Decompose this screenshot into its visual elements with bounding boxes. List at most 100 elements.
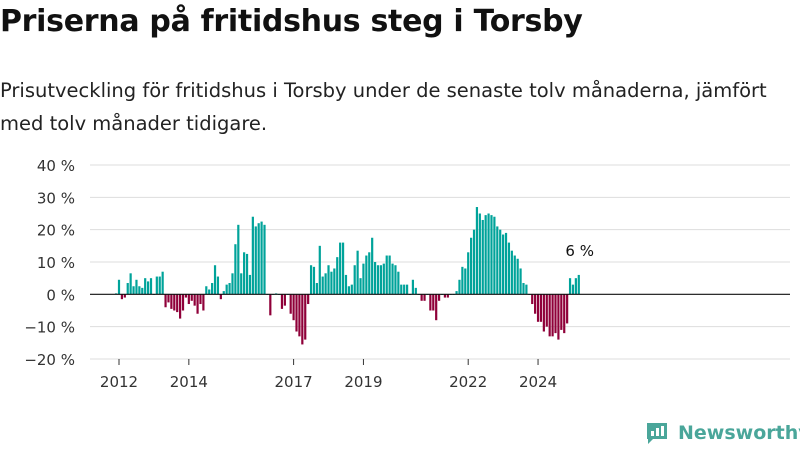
bar	[563, 294, 566, 334]
bar	[435, 294, 438, 321]
bar	[132, 286, 135, 295]
bar	[353, 265, 356, 295]
bar	[147, 281, 150, 295]
bar	[516, 258, 519, 295]
bar	[309, 265, 313, 295]
x-tick-label: 2022	[449, 373, 487, 391]
bar	[531, 294, 534, 305]
bar	[199, 294, 202, 305]
bar	[470, 237, 473, 295]
bar	[231, 273, 234, 295]
bar	[208, 289, 211, 295]
y-axis-ticks: −20 % −10 % 0 % 10 % 20 % 30 % 40 %	[24, 157, 75, 369]
bar	[557, 294, 560, 340]
bar	[304, 294, 307, 340]
bar	[391, 263, 394, 295]
bar	[513, 255, 516, 295]
bar	[577, 274, 580, 295]
y-tick-label: 20 %	[37, 222, 75, 240]
bar	[411, 279, 415, 295]
newsworthy-logo-icon	[647, 423, 667, 444]
bar	[472, 229, 476, 295]
bar	[536, 294, 540, 322]
bar	[522, 283, 525, 295]
x-tick-label: 2019	[344, 373, 382, 391]
bar	[548, 294, 551, 337]
bar	[376, 265, 380, 295]
bar	[464, 268, 467, 295]
bar	[269, 294, 272, 316]
bar	[344, 274, 348, 295]
bar	[394, 265, 397, 295]
bar	[504, 232, 508, 295]
brand-name: Newsworthy	[678, 422, 800, 444]
bar	[327, 265, 330, 295]
bar	[237, 224, 240, 295]
bar	[292, 294, 295, 321]
bar	[458, 279, 461, 295]
x-axis-ticks: 2012 2014 2017 2019 2022 2024	[100, 359, 557, 391]
bar	[243, 252, 246, 295]
bar	[179, 294, 182, 319]
bar	[213, 265, 217, 295]
bar	[167, 294, 170, 303]
bar	[481, 219, 484, 295]
bar	[336, 257, 339, 295]
bar	[551, 294, 554, 337]
bar	[443, 294, 447, 298]
bar	[371, 237, 374, 295]
bar	[455, 291, 458, 295]
bar	[135, 279, 138, 295]
bar	[566, 294, 569, 324]
y-tick-label: 0 %	[46, 286, 75, 304]
bar	[507, 242, 511, 295]
bar	[484, 215, 487, 295]
bar	[321, 276, 324, 295]
bar	[190, 294, 193, 301]
bars	[114, 207, 580, 345]
bar	[534, 294, 537, 314]
bar	[141, 287, 144, 295]
bar	[123, 294, 126, 298]
bar	[385, 255, 388, 295]
bar	[397, 271, 400, 295]
bar	[260, 221, 263, 295]
bar	[222, 291, 225, 295]
brand: Newsworthy	[644, 420, 800, 446]
bar	[510, 250, 513, 295]
bar	[117, 279, 121, 295]
x-tick-label: 2014	[170, 373, 208, 391]
bar	[478, 213, 481, 295]
bar	[539, 294, 543, 322]
bar	[499, 229, 502, 295]
bar	[373, 262, 377, 295]
bar	[307, 294, 310, 305]
bar	[298, 294, 301, 337]
bar	[420, 294, 423, 301]
bar	[312, 266, 316, 295]
bar	[301, 294, 304, 345]
bar	[205, 286, 208, 295]
bar	[542, 294, 545, 332]
bar	[461, 266, 464, 295]
bar	[519, 268, 522, 295]
y-tick-label: −10 %	[24, 319, 75, 337]
bar	[496, 226, 499, 295]
bar	[155, 276, 158, 295]
bar	[170, 294, 173, 309]
bar	[388, 255, 391, 295]
bar	[254, 226, 257, 295]
bar	[356, 250, 359, 295]
bar	[173, 294, 176, 311]
bar	[144, 278, 147, 295]
bar	[467, 252, 470, 295]
bar	[350, 284, 353, 295]
bar	[187, 294, 190, 305]
bar	[240, 273, 243, 295]
bar	[161, 271, 164, 295]
bar	[429, 294, 432, 311]
bar	[263, 224, 266, 295]
bar	[129, 273, 132, 295]
x-tick-label: 2024	[519, 373, 557, 391]
bar	[571, 284, 575, 295]
